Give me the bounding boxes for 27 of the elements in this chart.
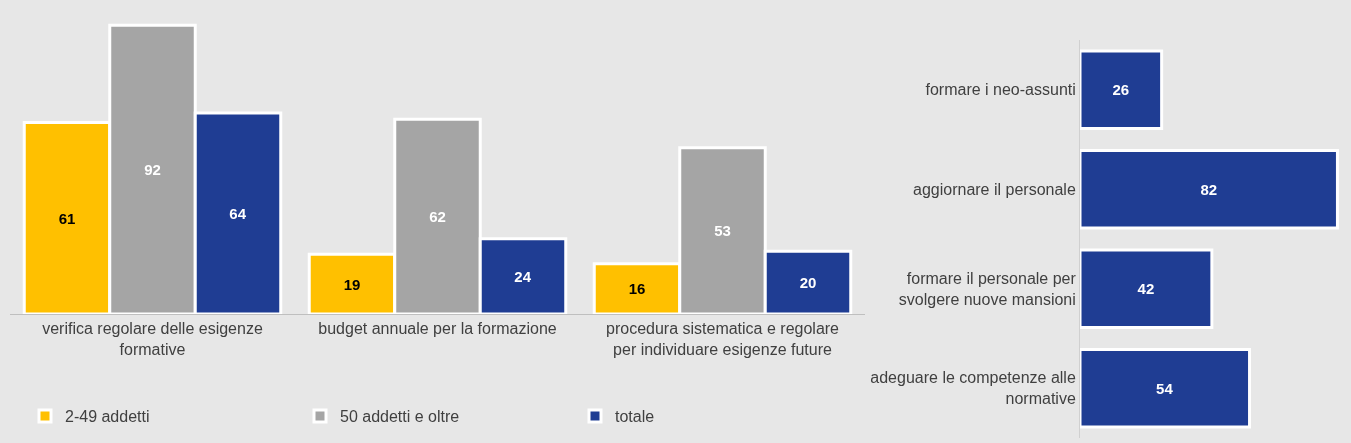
bar bbox=[1080, 49, 1164, 131]
x-tick-label: procedura sistematica e regolare per individuare esigenze future bbox=[605, 320, 840, 358]
bar bbox=[1080, 148, 1339, 230]
bar bbox=[1080, 248, 1214, 330]
legend-label: totale bbox=[615, 408, 655, 426]
y-tick-label: adeguare le competenze alle normative bbox=[870, 369, 1076, 408]
x-tick-label: budget annuale per la formazione bbox=[318, 320, 557, 338]
bar bbox=[1080, 347, 1252, 429]
data-label: 20 bbox=[799, 274, 817, 292]
data-label: 24 bbox=[514, 267, 532, 285]
data-label: 62 bbox=[429, 208, 446, 226]
y-tick-label: formare il personale per svolgere nuove mansioni bbox=[898, 269, 1077, 308]
data-label: 64 bbox=[229, 205, 247, 223]
data-label: 19 bbox=[343, 275, 361, 293]
y-tick-label: formare i neo-assunti bbox=[925, 81, 1076, 99]
data-label: 16 bbox=[628, 280, 646, 298]
legend-label: 50 addetti e oltre bbox=[340, 408, 460, 426]
legend-label: 2-49 addetti bbox=[65, 408, 150, 426]
data-label: 26 bbox=[1112, 81, 1130, 99]
x-tick-label: verifica regolare delle esigenze formative bbox=[42, 320, 263, 358]
data-label: 92 bbox=[144, 161, 161, 179]
data-label: 54 bbox=[1156, 379, 1174, 397]
data-label: 53 bbox=[714, 222, 731, 240]
data-label: 61 bbox=[58, 209, 76, 227]
y-tick-label: aggiornare il personale bbox=[913, 180, 1076, 198]
data-label: 82 bbox=[1200, 180, 1218, 198]
data-label: 42 bbox=[1137, 280, 1155, 298]
